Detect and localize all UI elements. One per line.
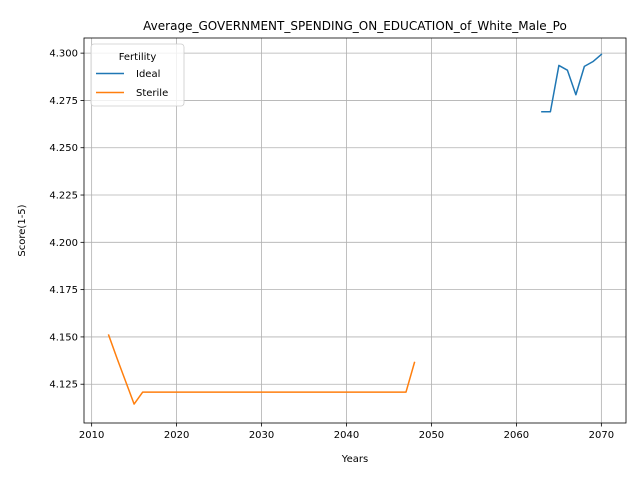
legend-items: Ideal Sterile [96,69,168,99]
x-axis: 2010 2020 2030 2040 2050 2060 2070 [79,423,614,441]
y-tick-label: 4.250 [49,143,78,154]
y-axis: 4.125 4.150 4.175 4.200 4.225 4.250 4.275 4.300 [49,49,84,391]
series-line-ideal [541,53,603,113]
y-tick-label: 4.225 [49,191,78,202]
series-line-sterile [107,334,416,405]
x-tick-label: 2050 [419,430,444,441]
plot-frame [83,37,627,424]
legend-frame [90,43,185,107]
y-tick-label: 4.125 [49,380,78,391]
y-axis-label: Score(1-5) [17,204,28,256]
x-tick-label: 2060 [504,430,529,441]
legend-label-sterile: Sterile [136,88,168,99]
x-tick-label: 2010 [79,430,104,441]
grid-lines [84,38,626,423]
y-tick-label: 4.275 [49,96,78,107]
x-tick-label: 2070 [589,430,614,441]
legend: Fertility Ideal Sterile [90,43,185,107]
y-tick-label: 4.175 [49,285,78,296]
y-tick-label: 4.300 [49,49,78,60]
chart-title: Average_GOVERNMENT_SPENDING_ON_EDUCATION… [143,19,567,33]
y-tick-label: 4.150 [49,332,78,343]
legend-title: Fertility [119,52,157,63]
series-layer [107,53,603,405]
x-tick-label: 2040 [334,430,359,441]
x-tick-label: 2030 [249,430,274,441]
x-tick-label: 2020 [164,430,189,441]
legend-label-ideal: Ideal [136,69,160,80]
y-tick-label: 4.200 [49,238,78,249]
x-axis-label: Years [341,454,368,465]
